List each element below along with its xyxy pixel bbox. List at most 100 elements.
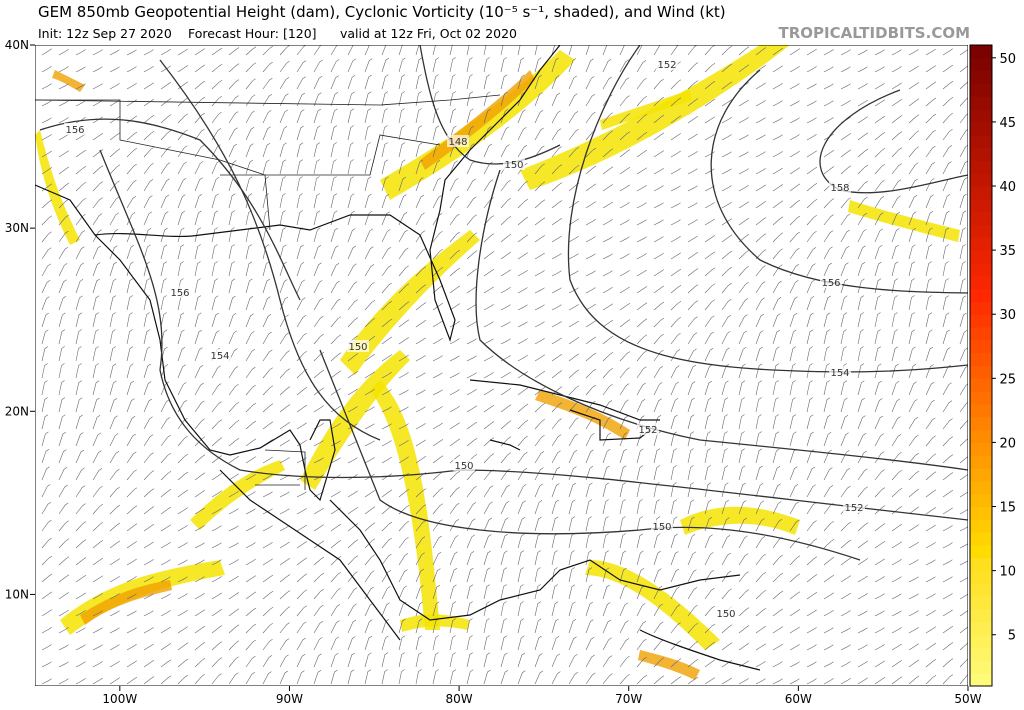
wind-barb [534, 550, 541, 566]
wind-barb [398, 176, 406, 192]
wind-barb [874, 329, 881, 345]
wind-barb [585, 482, 593, 498]
wind-barb [704, 299, 715, 311]
wind-barb [874, 541, 886, 549]
wind-barb [772, 380, 779, 396]
wind-barb [194, 177, 203, 192]
wind-barb [211, 330, 220, 345]
wind-barb [330, 405, 341, 413]
wind-barb [143, 147, 154, 158]
wind-barb [636, 60, 647, 73]
wind-barb [228, 455, 240, 464]
wind-barb [381, 537, 392, 549]
wind-barb [58, 678, 69, 685]
wind-barb [398, 635, 406, 651]
wind-barb [483, 45, 487, 56]
wind-barb [908, 610, 919, 617]
wind-barb [619, 59, 629, 73]
contour-label: 150 [454, 461, 473, 472]
wind-barb [551, 304, 562, 311]
wind-barb [942, 593, 953, 600]
wind-barb [483, 286, 494, 294]
wind-barb [41, 134, 52, 141]
wind-barb [415, 585, 424, 600]
wind-barb [721, 168, 732, 175]
wind-barb [942, 81, 954, 90]
wind-barb [262, 296, 271, 311]
wind-barb [262, 456, 273, 464]
wind-barb [466, 214, 477, 226]
wind-barb [143, 627, 154, 634]
wind-barb [551, 110, 561, 124]
wind-barb [143, 66, 154, 73]
wind-barb [415, 488, 427, 498]
wind-barb [211, 295, 219, 311]
wind-barb [160, 524, 171, 532]
wind-barb [755, 465, 763, 481]
wind-barb [58, 198, 70, 209]
wind-barb [313, 653, 322, 668]
wind-barb [177, 593, 188, 600]
wind-barb [126, 278, 134, 294]
wind-barb [160, 659, 172, 668]
wind-barb [364, 45, 370, 56]
wind-barb [704, 331, 714, 345]
wind-barb [755, 678, 766, 685]
wind-barb [772, 414, 779, 430]
wind-barb [670, 268, 682, 277]
wind-barb [449, 285, 461, 294]
wind-barb [313, 45, 322, 56]
wind-barb [58, 214, 69, 226]
wind-barb [823, 329, 830, 345]
wind-barb [857, 132, 869, 141]
wind-barb [483, 355, 494, 362]
wind-barb [585, 253, 596, 260]
wind-barb [670, 658, 682, 668]
wind-barb [908, 363, 917, 379]
wind-barb [585, 218, 596, 226]
wind-barb [874, 558, 885, 566]
wind-barb [330, 388, 341, 396]
wind-barb [568, 270, 579, 277]
wind-barb [364, 602, 374, 617]
wind-barb [772, 643, 783, 651]
wind-barb [687, 62, 699, 73]
wind-barb [177, 329, 185, 345]
wind-barb [806, 48, 817, 56]
wind-barb [602, 166, 614, 175]
wind-barb [568, 353, 580, 362]
wind-barb [296, 387, 308, 396]
wind-barb [874, 677, 886, 685]
wind-barb [177, 244, 185, 260]
wind-barb [381, 389, 392, 396]
wind-barb [585, 303, 596, 311]
wind-barb [534, 419, 545, 430]
wind-barb [466, 486, 477, 498]
wind-barb [364, 282, 375, 294]
wind-barb [194, 347, 203, 362]
wind-barb [772, 608, 784, 617]
wind-barb [449, 405, 460, 413]
wind-barb [109, 212, 119, 226]
wind-barb [330, 334, 342, 345]
wind-barb [58, 661, 69, 668]
wind-barb [721, 63, 733, 73]
wind-barb [398, 456, 409, 464]
wind-barb [585, 672, 596, 685]
wind-barb [313, 297, 324, 311]
wind-barb [364, 440, 375, 447]
wind-barb [194, 576, 205, 583]
wind-barb [602, 516, 609, 532]
wind-barb [517, 74, 525, 90]
wind-barb [160, 244, 168, 260]
wind-barb [653, 550, 661, 566]
wind-barb [279, 654, 289, 668]
wind-barb [636, 236, 647, 243]
wind-barb [874, 644, 885, 651]
wind-barb [653, 675, 665, 685]
wind-barb [738, 99, 749, 107]
wind-barb [415, 669, 422, 685]
wind-barb [313, 210, 321, 226]
wind-barb [517, 652, 525, 668]
wind-barb [959, 456, 968, 464]
